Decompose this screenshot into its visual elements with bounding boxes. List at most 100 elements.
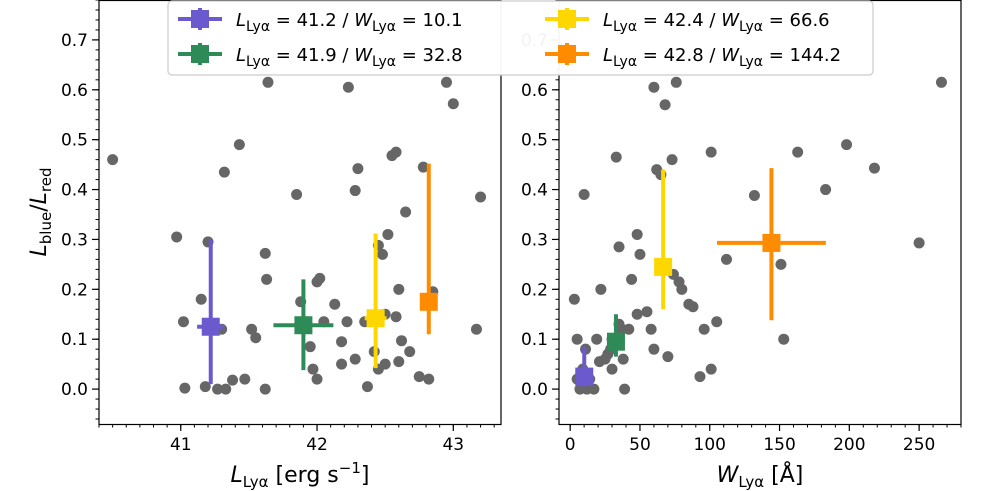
data-point	[687, 301, 699, 313]
data-point	[595, 283, 607, 295]
errorbar-marker	[364, 233, 387, 369]
data-point	[820, 184, 832, 196]
data-point	[239, 373, 251, 385]
data-point	[705, 363, 717, 375]
errorbar-marker	[575, 346, 594, 387]
data-point	[342, 81, 354, 93]
data-point	[329, 298, 341, 310]
data-point	[361, 381, 373, 393]
errorbar-marker	[654, 169, 673, 310]
legend-marker	[558, 10, 576, 28]
y-tick-label: 0.5	[61, 131, 88, 151]
data-point	[233, 139, 245, 151]
data-point	[841, 139, 853, 151]
data-point	[307, 363, 319, 375]
y-tick-label: 0.0	[521, 380, 548, 400]
y-tick-label: 0.3	[61, 230, 88, 250]
data-point	[676, 283, 688, 295]
y-tick-label: 0.2	[521, 280, 548, 300]
data-point	[179, 382, 191, 394]
x-tick-label: 250	[903, 435, 935, 455]
data-point	[634, 248, 646, 260]
data-point	[648, 81, 660, 93]
data-point	[352, 163, 364, 175]
legend-marker	[558, 45, 576, 63]
data-point	[631, 228, 643, 240]
data-point	[262, 76, 274, 88]
data-point	[447, 98, 459, 110]
data-point	[259, 247, 271, 259]
data-point	[645, 323, 657, 335]
y-tick-label: 0.4	[521, 181, 548, 201]
data-point	[246, 323, 258, 335]
data-point	[792, 146, 804, 158]
data-point	[868, 162, 880, 174]
legend-entry: LLyα = 42.4 / WLyα = 66.6	[545, 8, 830, 35]
data-point	[379, 358, 391, 370]
data-point	[212, 383, 224, 395]
data-point	[349, 353, 361, 365]
data-point	[631, 308, 643, 320]
data-point	[659, 99, 671, 111]
errorbar-marker	[606, 314, 625, 357]
data-point	[610, 151, 622, 163]
data-point	[393, 283, 405, 295]
data-point	[775, 258, 787, 270]
data-point	[390, 146, 402, 158]
data-point	[304, 341, 316, 353]
data-point	[227, 374, 239, 386]
data-point	[778, 333, 790, 345]
data-point	[311, 373, 323, 385]
data-point	[721, 253, 732, 265]
data-point	[711, 316, 723, 328]
x-tick-label: 150	[763, 435, 795, 455]
x-tick-label: 42	[306, 435, 328, 455]
legend-entry: LLyα = 41.9 / WLyα = 32.8	[178, 43, 463, 70]
data-point	[314, 272, 326, 284]
data-point	[376, 248, 388, 260]
data-point	[336, 336, 348, 348]
data-point	[617, 353, 629, 365]
errorbar-marker	[273, 279, 334, 371]
y-tick-label: 0.5	[521, 131, 548, 151]
legend-entry: LLyα = 42.8 / WLyα = 144.2	[545, 43, 841, 70]
errorbar-marker	[197, 239, 225, 385]
legend-box	[167, 0, 874, 76]
legend-label: LLyα = 42.4 / WLyα = 66.6	[603, 10, 830, 35]
x-tick-label: 41	[170, 435, 192, 455]
data-point	[259, 383, 271, 395]
data-point	[413, 371, 425, 383]
data-point	[698, 323, 710, 335]
data-point	[400, 206, 412, 218]
errorbar-marker	[419, 163, 438, 335]
data-point	[250, 332, 262, 344]
y-tick-label: 0.1	[521, 330, 548, 350]
legend: LLyα = 41.2 / WLyα = 10.1 LLyα = 41.9 / W…	[167, 0, 874, 76]
x-tick-label: 43	[442, 435, 464, 455]
y-tick-label: 0.7	[61, 31, 88, 51]
x-axis-label: WLyα [Å]	[717, 461, 804, 491]
data-point	[578, 189, 590, 201]
y-tick-label: 0.6	[521, 81, 548, 101]
y-tick-label: 0.2	[61, 280, 88, 300]
legend-label: LLyα = 41.2 / WLyα = 10.1	[236, 10, 463, 35]
data-point	[613, 241, 625, 253]
data-point	[568, 293, 580, 305]
y-tick-label: 0.4	[61, 181, 88, 201]
data-point	[748, 190, 760, 202]
data-point	[177, 316, 189, 328]
data-point	[913, 237, 925, 249]
y-tick-label: 0.6	[61, 81, 88, 101]
data-point	[396, 335, 408, 347]
y-axis-label: Lblue/Lred	[27, 168, 55, 257]
data-point	[382, 228, 394, 240]
data-point	[475, 191, 487, 203]
data-point	[220, 383, 232, 395]
data-point	[291, 189, 303, 201]
data-point	[571, 333, 583, 345]
x-tick-label: 100	[694, 435, 726, 455]
legend-marker	[191, 10, 209, 28]
data-point	[393, 356, 405, 368]
y-tick-label: 0.3	[521, 230, 548, 250]
